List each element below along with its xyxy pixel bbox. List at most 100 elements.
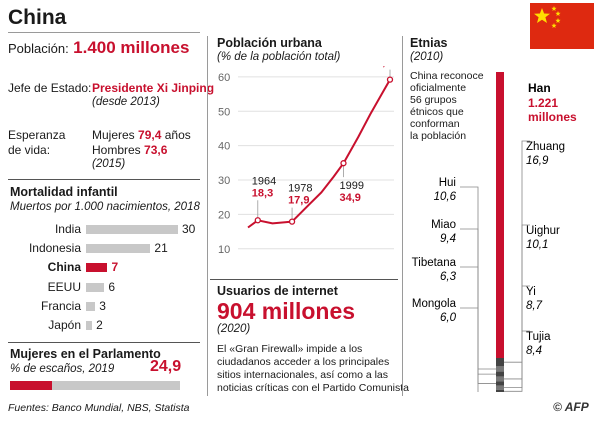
mortality-category-label: Japón (48, 318, 81, 332)
head-of-state-label: Jefe de Estado: (8, 81, 92, 95)
mortality-value-label: 3 (99, 298, 106, 313)
section-divider (210, 279, 398, 280)
han-value: 1.221 (528, 96, 558, 110)
mortality-value-label: 7 (111, 260, 119, 275)
parliament-subtitle: % de escaños, 2019 (10, 363, 115, 375)
ethnic-note-line: étnicos que (410, 106, 464, 118)
life-expectancy-label-2: de vida: (8, 143, 51, 157)
section-divider (8, 342, 200, 343)
urban-y-tick: 50 (218, 106, 230, 118)
ethnic-left-value: 9,4 (440, 233, 456, 245)
china-flag-icon (530, 3, 594, 49)
ethnic-note-line: oficialmente (410, 82, 467, 94)
head-of-state-name: Presidente Xi Jinping (92, 81, 215, 95)
mortality-value-label: 21 (154, 241, 168, 256)
ethnic-note: China reconoce oficialmente 56 grupos étnic… (410, 70, 484, 142)
mortality-category-label: India (54, 222, 81, 236)
minority-bar-segment (496, 366, 504, 372)
parliament-value: 24,9 (150, 358, 182, 375)
minority-bar-segment (496, 389, 504, 392)
life-expectancy-women: Mujeres 79,4 años (92, 128, 191, 142)
column-divider (207, 36, 208, 396)
minority-bar-segment (496, 358, 504, 367)
mortality-bar (86, 263, 108, 273)
infant-mortality-title: Mortalidad infantil (10, 185, 118, 199)
population-block: Población: 1.400 millones (8, 38, 189, 58)
mortality-category-label: China (47, 260, 81, 275)
urban-annotation-year: 1999 (339, 180, 363, 192)
urban-y-tick: 40 (218, 141, 230, 153)
ethnic-left-value: 10,6 (434, 191, 457, 203)
infant-mortality-chart: India 30 Indonesia 21 China 7 EEUU 6 Francia 3 Jap… (0, 0, 200, 340)
ethnic-left-value: 6,3 (440, 271, 457, 283)
mortality-bar (86, 301, 96, 311)
life-expectancy-label-1: Esperanza (8, 128, 66, 142)
han-label: Han (528, 81, 551, 95)
urban-y-tick: 60 (218, 72, 230, 84)
afp-logo: © AFP (553, 400, 589, 414)
mortality-category-label: Francia (40, 298, 81, 313)
urban-annotation-value: 18,3 (252, 187, 273, 199)
parliament-bar-fill (10, 381, 53, 390)
ethnic-left-name: Miao (431, 219, 456, 231)
mortality-bar (86, 282, 105, 292)
head-of-state-since: (desde 2013) (92, 96, 160, 108)
ethnic-left-name: Hui (439, 177, 456, 189)
urban-population-chart: 605040302010196418,3197817,9199934,92018… (218, 66, 394, 256)
ethnic-leader (460, 307, 479, 392)
ethnic-title: Etnias (410, 36, 448, 50)
urban-y-tick: 30 (218, 175, 230, 187)
ethnic-year: (2010) (410, 51, 444, 63)
urban-annotation-value: 59,2 (370, 66, 391, 69)
life-expectancy-men: Hombres 73,6 (92, 143, 168, 157)
ethnic-note-line: la población (410, 130, 467, 142)
infant-mortality-subtitle: Muertos por 1.000 nacimientos, 2018 (10, 201, 200, 213)
urban-y-tick: 10 (218, 244, 230, 256)
ethnic-right-value: 16,9 (526, 155, 549, 167)
mortality-value-label: 2 (96, 318, 103, 332)
ethnic-right-name: Tujia (526, 331, 551, 343)
urban-annotation-year: 1964 (252, 175, 276, 187)
internet-description-line: sitios internacionales, así como a las (217, 369, 388, 381)
title-rule (8, 32, 200, 33)
minority-bar-segment (496, 385, 504, 390)
ethnic-left-name: Tibetana (412, 257, 457, 269)
ethnic-leader (504, 330, 530, 392)
urban-point (386, 76, 394, 83)
urban-annotation-year: 1978 (288, 183, 312, 195)
internet-description-line: noticias críticas con el Partido Comunis… (217, 382, 409, 394)
mortality-category-label: Indonesia (28, 241, 81, 256)
ethnic-right-value: 8,7 (526, 300, 543, 312)
ethnic-right-value: 8,4 (526, 345, 542, 357)
ethnic-note-line: China reconoce (410, 70, 484, 82)
urban-point (340, 160, 347, 167)
life-expectancy-year: (2015) (92, 158, 126, 170)
ethnic-right-name: Zhuang (526, 141, 565, 153)
minority-bar-segment (496, 376, 504, 382)
urban-annotation-value: 34,9 (339, 192, 360, 204)
ethnic-leader (504, 140, 530, 363)
urban-annotation-value: 17,9 (288, 195, 309, 207)
ethnic-right-value: 10,1 (526, 239, 548, 251)
population-label: Población: (8, 41, 69, 56)
mortality-value-label: 30 (182, 222, 196, 236)
han-bar-segment (496, 72, 504, 358)
urban-point (254, 217, 261, 224)
mortality-value-label: 6 (108, 279, 116, 294)
mortality-bar (86, 244, 151, 254)
column-divider (402, 36, 403, 396)
page-title: China (8, 6, 67, 29)
minority-bar-segment (496, 381, 504, 386)
internet-description-line: ciudadanos acceder a los principales (217, 356, 390, 368)
internet-description: El «Gran Firewall» impide a los ciudadano… (217, 343, 409, 395)
urban-title: Población urbana (217, 36, 322, 50)
internet-title: Usuarios de internet (217, 284, 338, 298)
urban-line (247, 79, 391, 229)
mortality-category-label: EEUU (47, 279, 81, 294)
internet-year: (2020) (217, 323, 251, 335)
urban-y-tick: 20 (218, 209, 230, 221)
internet-description-line: El «Gran Firewall» impide a los (217, 343, 363, 355)
ethnic-note-line: conforman (410, 118, 460, 130)
sources: Fuentes: Banco Mundial, NBS, Statista (8, 402, 190, 414)
